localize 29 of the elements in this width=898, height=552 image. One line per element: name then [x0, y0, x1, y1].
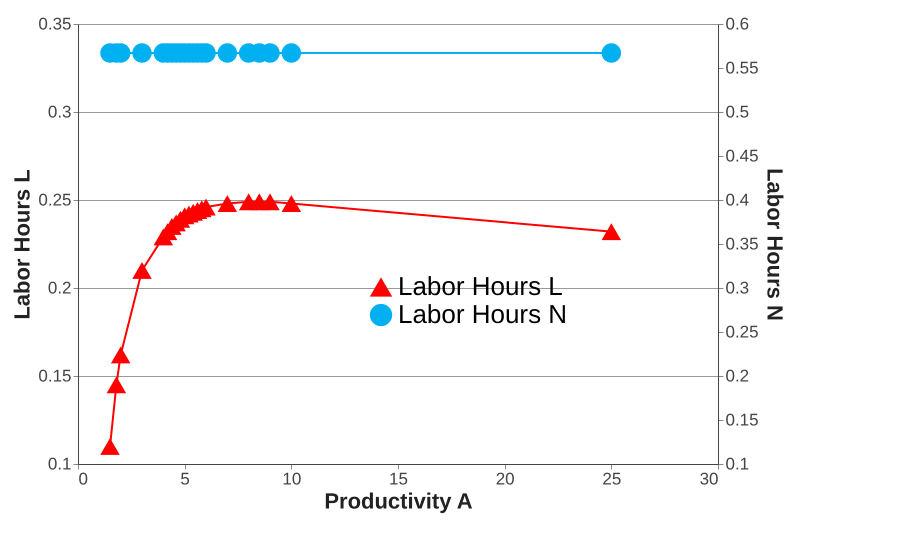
x-tick-label: 20	[496, 470, 515, 488]
legend-label: Labor Hours N	[398, 299, 568, 329]
y2-tick-label: 0.4	[726, 190, 750, 210]
y-tick-label: 0.2	[48, 278, 72, 298]
x-tick-label: 25	[602, 470, 622, 488]
y2-tick-label: 0.6	[726, 14, 750, 34]
x-axis-title: Productivity A	[324, 488, 473, 514]
y-tick-label: 0.15	[38, 366, 72, 386]
y2-tick-label: 0.55	[726, 58, 759, 78]
y2-tick-label: 0.3	[726, 278, 750, 298]
x-tick-label: 5	[180, 470, 190, 488]
y2-tick-label: 0.15	[726, 410, 759, 430]
y2-tick-label: 0.5	[726, 102, 750, 122]
y-tick-label: 0.35	[38, 14, 72, 34]
y2-tick-label: 0.35	[726, 234, 759, 254]
y-tick-label: 0.3	[48, 102, 72, 122]
y2-tick-label: 0.2	[726, 366, 750, 386]
y2-tick-label: 0.25	[726, 322, 759, 342]
y2-tick-label: 0.45	[726, 146, 759, 166]
y-axis-title: Labor Hours L	[9, 169, 34, 320]
y-tick-label: 0.1	[48, 454, 72, 474]
x-tick-label: 15	[389, 470, 408, 488]
y-tick-label: 0.25	[38, 190, 72, 210]
x-tick-label: 30	[700, 470, 718, 488]
x-tick-label: 10	[282, 470, 302, 488]
y2-axis-title: Labor Hours N	[762, 168, 788, 321]
x-tick-label: 0	[78, 470, 88, 488]
legend-label: Labor Hours L	[398, 271, 563, 301]
y2-tick-label: 0.1	[726, 454, 750, 474]
